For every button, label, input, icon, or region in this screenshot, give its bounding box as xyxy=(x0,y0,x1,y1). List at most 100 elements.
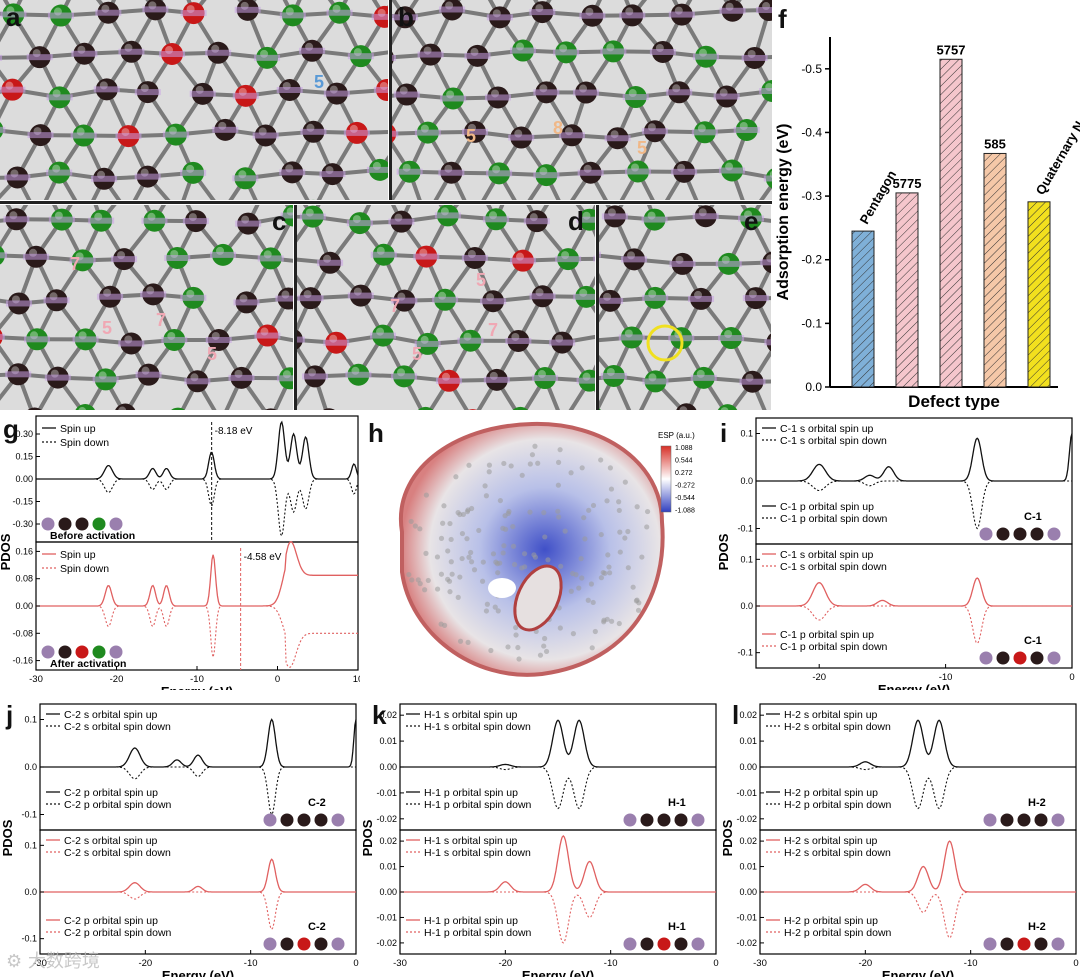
surface-atom xyxy=(568,588,574,594)
charge-tag xyxy=(692,53,719,60)
charge-tag xyxy=(739,378,766,385)
charge-tag xyxy=(576,377,595,384)
molecule-lattice xyxy=(0,0,388,200)
charge-tag xyxy=(27,132,54,139)
charge-tag xyxy=(302,373,329,380)
charge-tag xyxy=(164,254,191,261)
charge-tag xyxy=(619,12,646,19)
y-tick-label: -0.1 xyxy=(801,316,822,330)
atom xyxy=(115,403,136,410)
surface-atom xyxy=(448,559,454,565)
charge-tag xyxy=(440,95,467,102)
y-tick-label: -0.01 xyxy=(376,788,397,798)
panel-label-d: d xyxy=(568,206,584,236)
surface-atom xyxy=(449,571,455,577)
surface-atom xyxy=(442,622,448,628)
surface-atom xyxy=(457,638,464,644)
surface-atom xyxy=(639,554,645,560)
panel-label-l: l xyxy=(732,700,740,730)
ring-label: 8 xyxy=(553,118,564,138)
y-axis-title: PDOS xyxy=(720,819,735,856)
legend-entry: C-1 s orbital spin down xyxy=(780,435,887,447)
legend-entry: H-2 s orbital spin up xyxy=(784,835,878,847)
legend-entry: H-2 s orbital spin up xyxy=(784,709,878,721)
surface-atom xyxy=(542,534,548,540)
charge-tag xyxy=(88,217,115,224)
legend-entry: H-2 s orbital spin down xyxy=(784,721,891,733)
charge-tag xyxy=(118,340,145,347)
charge-tag xyxy=(180,294,207,301)
surface-atom xyxy=(598,531,604,538)
surface-atom xyxy=(441,503,447,509)
legend-entry: H-1 s orbital spin up xyxy=(424,835,518,847)
atom-chain-ball xyxy=(314,937,328,951)
charge-tag xyxy=(738,215,765,222)
colorbar-tick-label: -1.088 xyxy=(675,508,695,515)
pdos-chart-g: 0.30 0.15 0.00 -0.15 -0.30 Spin up Spin down Be… xyxy=(0,415,360,690)
charge-tag xyxy=(692,213,719,220)
pdos-spin-down-curve xyxy=(40,766,356,816)
surface-atom xyxy=(464,536,470,542)
x-tick-label: -20 xyxy=(110,674,124,685)
charge-tag xyxy=(43,297,70,304)
charge-tag xyxy=(759,88,772,95)
colorbar-tick-label: -0.272 xyxy=(675,483,695,490)
atom-label: H-1 xyxy=(668,797,686,809)
pdos-spin-down-curve xyxy=(40,891,356,931)
charge-tag xyxy=(0,54,3,61)
charge-tag xyxy=(184,378,211,385)
atom-chain-ball xyxy=(1000,813,1014,827)
legend-entry: H-1 s orbital spin down xyxy=(424,847,531,859)
charge-tag xyxy=(691,129,718,136)
atom-chain-ball xyxy=(263,937,277,951)
legend-entry: H-1 p orbital spin up xyxy=(424,915,518,927)
panel-label-k: k xyxy=(372,700,387,730)
y-tick-label: 0.01 xyxy=(739,736,757,746)
legend-entry: Spin down xyxy=(60,563,109,575)
y-tick-label: 0.02 xyxy=(379,710,397,720)
legend-entry: H-1 s orbital spin up xyxy=(424,709,518,721)
charge-tag xyxy=(347,292,374,299)
y-tick-label: 0.01 xyxy=(379,736,397,746)
legend-entry: C-1 s orbital spin up xyxy=(780,423,874,435)
y-tick-label: -0.01 xyxy=(736,788,757,798)
atom-chain-ball xyxy=(1047,527,1061,541)
molecule-lattice xyxy=(297,205,595,410)
surface-atom xyxy=(616,620,622,627)
charge-tag xyxy=(549,339,576,346)
molecule-lattice xyxy=(392,0,772,200)
surface-atom xyxy=(486,462,493,468)
atom-highlight xyxy=(78,407,87,410)
ring-label: 5 xyxy=(637,138,648,158)
surface-atom xyxy=(600,569,606,576)
legend-entry: H-1 p orbital spin up xyxy=(424,787,518,799)
charge-tag xyxy=(118,48,145,55)
colorbar-tick-label: 1.088 xyxy=(675,445,693,452)
y-tick-label: 0.01 xyxy=(379,862,397,872)
legend-entry: H-2 p orbital spin up xyxy=(784,787,878,799)
atom xyxy=(676,403,697,410)
atom-chain-ball xyxy=(297,937,311,951)
charge-tag xyxy=(370,332,397,339)
charge-tag xyxy=(733,127,760,134)
atom-chain-ball xyxy=(75,517,89,531)
surface-atom xyxy=(578,556,584,562)
surface-atom xyxy=(510,543,517,549)
charge-tag xyxy=(235,220,262,227)
legend-entry: H-1 p orbital spin down xyxy=(424,927,532,939)
legend-entry: C-1 p orbital spin up xyxy=(780,501,874,513)
charge-tag xyxy=(134,89,161,96)
surface-atom xyxy=(483,493,490,499)
pdos-chart-i: 0.10.0-0.1C-1 s orbital spin upC-1 s orb… xyxy=(716,417,1075,690)
charge-tag xyxy=(604,135,631,142)
surface-atom xyxy=(555,459,562,465)
atom xyxy=(264,408,277,410)
y-tick-label: 0.1 xyxy=(24,715,37,725)
bar-585 xyxy=(983,152,1007,388)
pdos-spin-down-curve xyxy=(36,478,359,538)
charge-tag xyxy=(621,256,648,263)
legend-entry: H-1 p orbital spin down xyxy=(424,799,532,811)
atom-chain-ball xyxy=(640,937,654,951)
pdos-chart-k: 0.02 0.01 0.00 -0.01 -0.02 H-1 s orbital spin… xyxy=(360,703,719,977)
charge-tag xyxy=(0,126,6,133)
